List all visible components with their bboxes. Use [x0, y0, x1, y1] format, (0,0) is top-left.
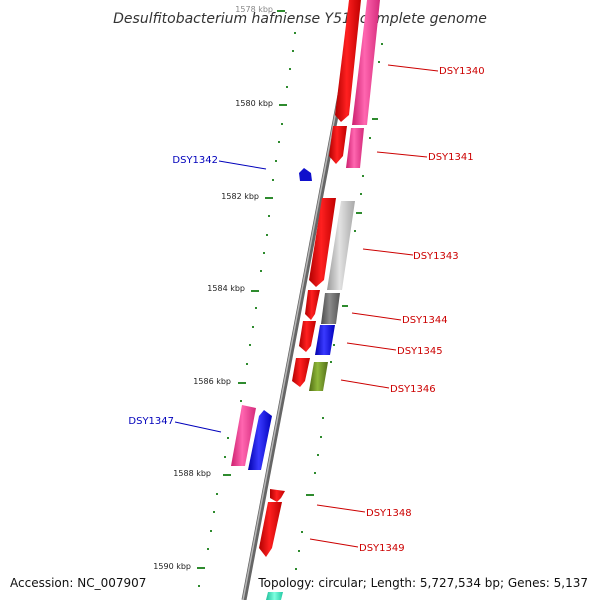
gene-feature-dsy1345-b[interactable]: [315, 325, 335, 355]
gene-feature-dsy1346-b[interactable]: [309, 362, 328, 391]
accession-text: Accession: NC_007907: [8, 576, 149, 590]
kbp-labels: 1578 kbp 1580 kbp 1582 kbp 1584 kbp 1586…: [153, 5, 273, 571]
left-ticks: [198, 32, 296, 587]
kbp-label: 1590 kbp: [153, 562, 191, 571]
gene-label-dsy1341[interactable]: DSY1341: [428, 152, 474, 163]
major-ticks: [197, 10, 287, 569]
gene-label-dsy1346[interactable]: DSY1346: [390, 384, 436, 395]
gene-label-dsy1343[interactable]: DSY1343: [413, 251, 459, 262]
gene-feature-dsy1340-b[interactable]: [352, 0, 380, 125]
kbp-label: 1582 kbp: [221, 192, 259, 201]
kbp-label: 1580 kbp: [235, 99, 273, 108]
topology-text: Topology: circular; Length: 5,727,534 bp…: [256, 576, 590, 590]
kbp-label: 1586 kbp: [193, 377, 231, 386]
gene-label-dsy1349[interactable]: DSY1349: [359, 543, 405, 554]
gene-feature-dsy1340-a[interactable]: [335, 0, 361, 122]
gene-feature-dsy1341-a[interactable]: [329, 126, 347, 164]
kbp-label: 1588 kbp: [173, 469, 211, 478]
gene-label-dsy1342[interactable]: DSY1342: [172, 155, 218, 166]
kbp-label: 1584 kbp: [207, 284, 245, 293]
gene-features: [231, 0, 380, 600]
gene-feature-dsy1343-a[interactable]: [309, 198, 336, 287]
gene-feature-dsy1346-a[interactable]: [292, 358, 310, 387]
gene-feature-dsy1347-a[interactable]: [231, 405, 256, 466]
gene-feature-next[interactable]: [266, 592, 283, 600]
map-title: Desulfitobacterium hafniense Y51, comple…: [113, 11, 487, 27]
gene-label-dsy1348[interactable]: DSY1348: [366, 508, 412, 519]
gene-feature-dsy1343-b[interactable]: [327, 201, 355, 290]
label-leaders: [174, 64, 439, 548]
kbp-label: 1578 kbp: [235, 5, 273, 14]
gene-feature-dsy1345-a[interactable]: [299, 321, 316, 352]
gene-feature-dsy1348[interactable]: [270, 489, 285, 502]
gene-label-dsy1345[interactable]: DSY1345: [397, 346, 443, 357]
gene-feature-dsy1344-b[interactable]: [321, 293, 340, 324]
gene-label-dsy1344[interactable]: DSY1344: [402, 315, 448, 326]
gene-label-dsy1340[interactable]: DSY1340: [439, 66, 485, 77]
gene-feature-dsy1347-b[interactable]: [248, 410, 272, 470]
gene-feature-dsy1342[interactable]: [299, 168, 312, 181]
gene-label-dsy1347[interactable]: DSY1347: [128, 416, 174, 427]
gene-labels: DSY1340 DSY1341 DSY1342 DSY1343 DSY1344 …: [128, 66, 484, 554]
gene-feature-dsy1344-a[interactable]: [305, 290, 320, 320]
gene-feature-dsy1349[interactable]: [259, 502, 282, 557]
right-ticks: [295, 43, 383, 570]
gene-feature-dsy1341-b[interactable]: [346, 128, 364, 168]
